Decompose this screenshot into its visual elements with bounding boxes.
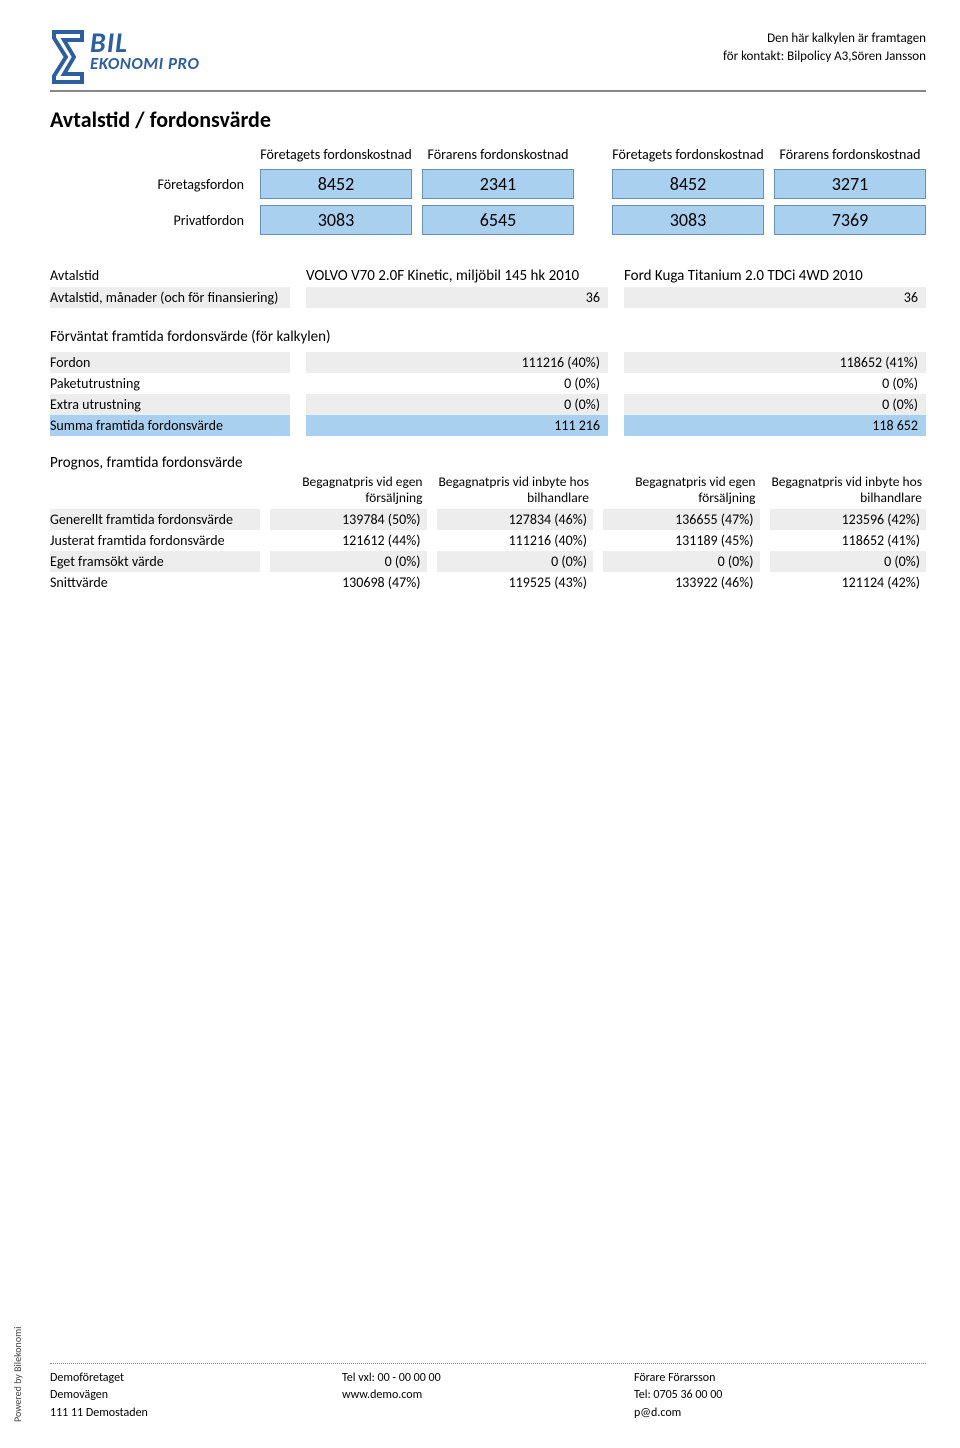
footer-text: p@d.com [634,1405,926,1422]
cost-box: 2341 [422,169,574,199]
header-meta: Den här kalkylen är framtagen för kontak… [723,30,926,66]
prognos-title: Prognos, framtida fordonsvärde [50,454,926,472]
logo-text-2: EKONOMI PRO [90,55,199,72]
prognos-head-1: Begagnatpris vid egen försäljning [270,474,427,509]
forv-cell: 0 (0%) [624,394,926,415]
cost-box: 3083 [260,205,412,235]
avtalstid-grid: Avtalstid VOLVO V70 2.0F Kinetic, miljöb… [50,265,926,308]
header: BIL EKONOMI PRO Den här kalkylen är fram… [50,30,926,84]
footer-divider [50,1363,926,1364]
prognos-row-label: Snittvärde [50,572,260,593]
footer-text: Tel vxl: 00 - 00 00 00 [342,1370,634,1387]
prognos-row-label: Generellt framtida fordonsvärde [50,509,260,530]
prognos-head-4: Begagnatpris vid inbyte hos bilhandlare [770,474,927,509]
footer-text: Förare Förarsson [634,1370,926,1387]
prognos-cell: 0 (0%) [603,551,760,572]
prognos-cell: 0 (0%) [270,551,427,572]
header-divider [50,90,926,92]
footer-text: Demovägen [50,1387,342,1404]
vehicle-1: VOLVO V70 2.0F Kinetic, miljöbil 145 hk … [306,265,608,287]
forv-row-label: Fordon [50,352,290,373]
cost-box: 8452 [260,169,412,199]
footer: Powered by Bilekonomi Demoföretaget Demo… [50,1363,926,1422]
cost-head-1: Företagets fordonskostnad [260,147,412,163]
vehicle-2: Ford Kuga Titanium 2.0 TDCi 4WD 2010 [624,265,926,287]
logo-sigma-icon [50,30,86,84]
footer-text: 111 11 Demostaden [50,1405,342,1422]
logo: BIL EKONOMI PRO [50,30,199,84]
prognos-grid: Begagnatpris vid egen försäljning Begagn… [50,474,926,593]
cost-box: 8452 [612,169,764,199]
cost-grid: Företagets fordonskostnad Förarens fordo… [50,147,926,235]
prognos-cell: 0 (0%) [770,551,927,572]
cost-box: 3271 [774,169,926,199]
footer-col-2: Tel vxl: 00 - 00 00 00 www.demo.com [342,1370,634,1422]
prognos-cell: 131189 (45%) [603,530,760,551]
cost-box: 7369 [774,205,926,235]
prognos-cell: 119525 (43%) [437,572,594,593]
header-meta-line1: Den här kalkylen är framtagen [723,30,926,48]
forv-cell: 111216 (40%) [306,352,608,373]
prognos-cell: 127834 (46%) [437,509,594,530]
prognos-cell: 123596 (42%) [770,509,927,530]
forv-cell: 118652 (41%) [624,352,926,373]
cost-box: 3083 [612,205,764,235]
forv-cell: 111 216 [306,415,608,436]
cost-head-3: Företagets fordonskostnad [612,147,764,163]
months-1: 36 [306,287,608,308]
forv-row-label: Paketutrustning [50,373,290,394]
prognos-cell: 118652 (41%) [770,530,927,551]
prognos-cell: 121612 (44%) [270,530,427,551]
avtalstid-label: Avtalstid [50,265,290,287]
prognos-cell: 130698 (47%) [270,572,427,593]
forvantat-title: Förväntat framtida fordonsvärde (för kal… [50,328,926,346]
footer-col-3: Förare Förarsson Tel: 0705 36 00 00 p@d.… [634,1370,926,1422]
forvantat-grid: Fordon 111216 (40%) 118652 (41%) Paketutrus… [50,352,926,436]
forvantat-section: Förväntat framtida fordonsvärde (för kal… [50,328,926,436]
cost-head-4: Förarens fordonskostnad [774,147,926,163]
cost-head-2: Förarens fordonskostnad [422,147,574,163]
prognos-row-label: Justerat framtida fordonsvärde [50,530,260,551]
forv-cell: 0 (0%) [624,373,926,394]
cost-row1-label: Företagsfordon [50,176,250,193]
prognos-cell: 139784 (50%) [270,509,427,530]
cost-box: 6545 [422,205,574,235]
prognos-cell: 0 (0%) [437,551,594,572]
prognos-cell: 133922 (46%) [603,572,760,593]
months-2: 36 [624,287,926,308]
page-title: Avtalstid / fordonsvärde [50,106,926,133]
footer-col-1: Demoföretaget Demovägen 111 11 Demostade… [50,1370,342,1422]
logo-text-1: BIL [90,30,199,55]
forv-cell: 0 (0%) [306,394,608,415]
forv-row-label: Extra utrustning [50,394,290,415]
prognos-cell: 121124 (42%) [770,572,927,593]
forv-cell: 0 (0%) [306,373,608,394]
footer-text: Tel: 0705 36 00 00 [634,1387,926,1404]
prognos-head-3: Begagnatpris vid egen försäljning [603,474,760,509]
prognos-head-2: Begagnatpris vid inbyte hos bilhandlare [437,474,594,509]
forv-row-label: Summa framtida fordonsvärde [50,415,290,436]
cost-row2-label: Privatfordon [50,212,250,229]
prognos-cell: 111216 (40%) [437,530,594,551]
header-meta-line2: för kontakt: Bilpolicy A3,Sören Jansson [723,48,926,66]
prognos-row-label: Eget framsökt värde [50,551,260,572]
powered-by: Powered by Bilekonomi [11,1327,24,1422]
months-label: Avtalstid, månader (och för finansiering… [50,287,290,308]
footer-text: Demoföretaget [50,1370,342,1387]
forv-cell: 118 652 [624,415,926,436]
prognos-cell: 136655 (47%) [603,509,760,530]
footer-text: www.demo.com [342,1387,634,1404]
